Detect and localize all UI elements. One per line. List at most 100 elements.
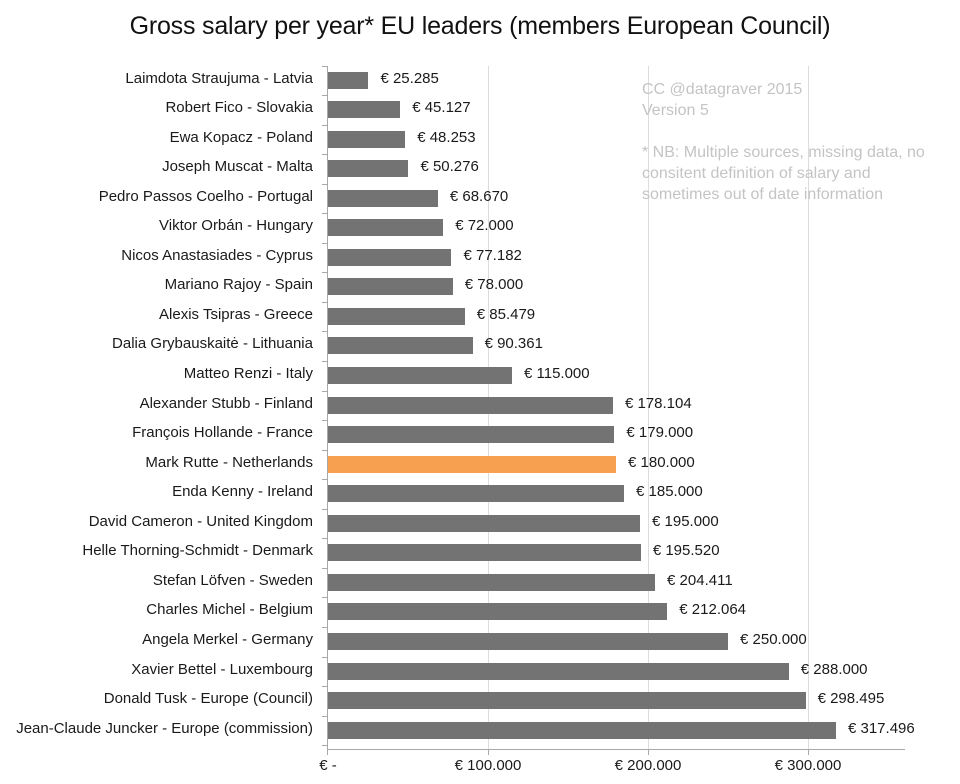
bar-row: Joseph Muscat - Malta € 50.276 <box>0 154 960 183</box>
value-label: € 185.000 <box>636 483 703 501</box>
bar <box>328 307 465 325</box>
y-tick <box>322 508 327 510</box>
credit-text: CC @datagraver 2015 <box>642 81 803 98</box>
bar-row: Charles Michel - Belgium € 212.064 <box>0 597 960 626</box>
bar-row: Alexis Tsipras - Greece € 85.479 <box>0 301 960 331</box>
category-label: Stefan Löfven - Sweden <box>152 571 313 589</box>
bar-row: Ewa Kopacz - Poland € 48.253 <box>0 124 960 154</box>
category-label: Charles Michel - Belgium <box>146 601 313 619</box>
category-label: Alexander Stubb - Finland <box>139 394 313 412</box>
footnote-text: consitent definition of salary and <box>642 165 871 182</box>
gridline-200000 <box>648 66 649 750</box>
bar <box>328 337 473 355</box>
value-label: € 180.000 <box>628 453 695 471</box>
y-tick <box>322 183 327 185</box>
y-tick <box>322 272 327 274</box>
category-label: Viktor Orbán - Hungary <box>159 217 313 235</box>
bar-row: Mark Rutte - Netherlands € 180.000 <box>0 449 960 479</box>
bar-row: Laimdota Straujuma - Latvia € 25.285 <box>0 65 960 95</box>
y-tick <box>322 597 327 599</box>
highlighted-bar <box>328 455 616 473</box>
category-label: Joseph Muscat - Malta <box>162 158 313 176</box>
category-label: Nicos Anastasiades - Cyprus <box>121 246 313 264</box>
footnote-text: * NB: Multiple sources, missing data, no <box>642 144 925 161</box>
bar <box>328 189 438 207</box>
bar <box>328 603 668 621</box>
x-tick <box>327 749 328 755</box>
bar <box>328 248 452 266</box>
value-label: € 72.000 <box>455 217 514 235</box>
category-label: Ewa Kopacz - Poland <box>169 128 313 146</box>
bar <box>328 71 369 89</box>
category-label: Robert Fico - Slovakia <box>165 99 313 117</box>
bar-row: Pedro Passos Coelho - Portugal € 68.670 <box>0 183 960 213</box>
y-axis-line <box>327 66 328 750</box>
y-tick <box>322 65 327 67</box>
value-label: € 178.104 <box>624 394 692 412</box>
value-label: € 179.000 <box>626 424 694 442</box>
x-tick-label: € 300.000 <box>774 757 842 774</box>
bar-row: Viktor Orbán - Hungary € 72.000 <box>0 213 960 242</box>
bar-row: Matteo Renzi - Italy € 115.000 <box>0 361 960 390</box>
value-label: € 90.361 <box>484 335 543 353</box>
category-label: David Cameron - United Kingdom <box>88 512 313 530</box>
bar <box>328 101 401 119</box>
bar <box>328 514 640 532</box>
bar-row: Nicos Anastasiades - Cyprus € 77.182 <box>0 242 960 272</box>
y-tick <box>322 626 327 628</box>
value-label: € 48.253 <box>417 128 476 146</box>
category-label: Jean-Claude Juncker - Europe (commission… <box>16 719 313 737</box>
bar-row: Mariano Rajoy - Spain € 78.000 <box>0 272 960 301</box>
bar-row: Donald Tusk - Europe (Council) € 298.495 <box>0 686 960 715</box>
y-tick <box>322 420 327 422</box>
y-tick <box>322 213 327 215</box>
y-tick <box>322 301 327 303</box>
footnote-text: sometimes out of date information <box>642 186 884 203</box>
y-tick <box>322 715 327 717</box>
y-tick <box>322 124 327 126</box>
value-label: € 78.000 <box>464 276 524 294</box>
value-label: € 45.127 <box>412 99 471 117</box>
category-label: Pedro Passos Coelho - Portugal <box>98 187 313 205</box>
category-label: Donald Tusk - Europe (Council) <box>103 690 313 708</box>
y-tick <box>322 449 327 451</box>
bar-row: David Cameron - United Kingdom € 195.000 <box>0 508 960 538</box>
bar-row: François Hollande - France € 179.000 <box>0 420 960 449</box>
category-label: Alexis Tsipras - Greece <box>159 305 313 323</box>
bar-row: Helle Thorning-Schmidt - Denmark € 195.52… <box>0 538 960 567</box>
bar <box>328 485 624 503</box>
bar-row: Jean-Claude Juncker - Europe (commission… <box>0 715 960 745</box>
value-label: € 195.000 <box>652 512 719 530</box>
y-tick <box>322 686 327 688</box>
value-label: € 25.285 <box>380 69 439 87</box>
bar <box>328 160 409 178</box>
y-tick <box>322 567 327 569</box>
bar-row: Robert Fico - Slovakia € 45.127 <box>0 95 960 124</box>
y-tick <box>322 656 327 658</box>
x-tick-label: € 100.000 <box>454 757 522 774</box>
y-tick <box>322 361 327 362</box>
bar <box>328 544 641 562</box>
bar-row: Angela Merkel - Germany € 250.000 <box>0 626 960 656</box>
bar <box>328 632 728 650</box>
x-tick <box>648 749 649 755</box>
bar <box>328 367 512 384</box>
value-label: € 68.670 <box>449 187 509 205</box>
y-tick <box>322 538 327 540</box>
gridline-300000 <box>808 66 809 750</box>
bar-row: Alexander Stubb - Finland € 178.104 <box>0 390 960 420</box>
bar-row: Stefan Löfven - Sweden € 204.411 <box>0 567 960 597</box>
bar <box>328 426 615 444</box>
value-label: € 50.276 <box>420 158 479 176</box>
x-tick <box>808 749 809 755</box>
chart-title: Gross salary per year* EU leaders (membe… <box>129 12 831 40</box>
value-label: € 77.182 <box>463 246 522 264</box>
x-tick <box>488 749 489 755</box>
category-label: François Hollande - France <box>132 424 313 442</box>
source-note: CC @datagraver 2015 Version 5 * NB: Mult… <box>642 79 925 205</box>
x-tick-label: € - <box>319 757 337 774</box>
value-label: € 115.000 <box>524 365 590 382</box>
category-label: Xavier Bettel - Luxembourg <box>131 660 313 678</box>
value-label: € 288.000 <box>800 660 868 678</box>
version-text: Version 5 <box>642 102 709 119</box>
